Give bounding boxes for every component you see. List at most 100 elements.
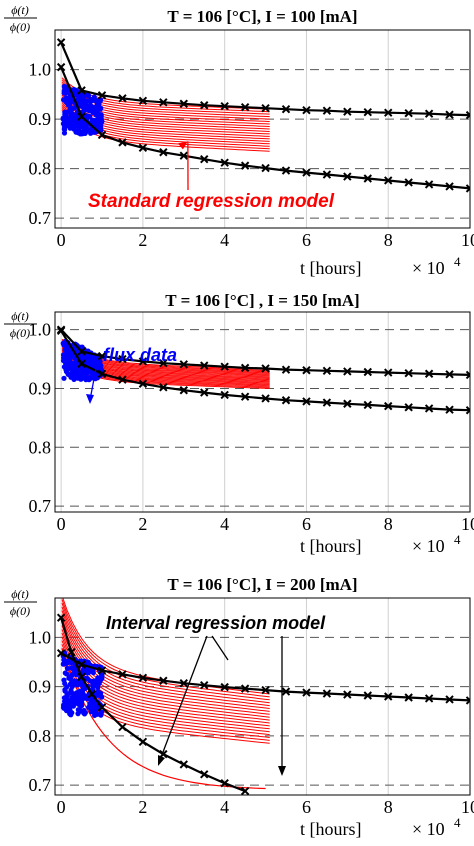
interval-marker-x [322,366,332,376]
interval-marker-x [179,386,189,395]
x-axis-multiplier: × 10 [412,819,445,839]
flux-data-point [90,670,96,676]
interval-marker-x [281,104,291,114]
interval-marker-x [220,102,229,111]
x-tick-label: 8 [384,230,393,250]
y-tick-label: 0.8 [29,159,52,179]
interval-marker-x [322,170,332,179]
interval-marker-x [363,107,372,117]
chart-panel-1: 0 2 4 6 8 10 0.7 0.8 0.9 1.0 T = 106 [°C], I = 100… [4,3,474,278]
y-tick-label: 0.7 [29,208,52,228]
flux-data-point [68,100,74,106]
annotation-arrow-lower [159,635,208,761]
flux-data-point [67,125,73,131]
interval-marker-x [465,406,470,415]
flux-data-point [95,684,101,691]
flux-data-point [79,689,86,695]
interval-marker-x [159,148,168,157]
flux-data-point [63,369,70,375]
flux-data-point [62,704,68,711]
annotation-arrow-upper-left [211,635,229,661]
interval-marker-x [220,682,229,692]
annotation-arrowhead-lower [158,755,165,766]
regression-curve [61,614,270,709]
flux-data-point [98,126,104,132]
flux-data-point [73,672,79,678]
y-tick-label: 0.7 [29,775,52,795]
flux-data-point [65,95,71,101]
flux-data-point [84,670,90,676]
interval-marker-x [56,648,66,658]
flux-data-point [67,711,73,717]
interval-marker-x [118,138,127,147]
interval-marker-x [220,390,229,400]
flux-data-point [82,709,88,716]
interval-marker-x [97,130,107,140]
annotation-interval-regression: Interval regression model [106,613,326,633]
y-tick-label: 0.9 [29,109,52,129]
annotation-standard-regression: Standard regression model [88,191,335,212]
flux-data-point [63,118,69,124]
flux-data-point [86,93,92,99]
x-tick-label: 4 [220,230,229,250]
regression-curve [61,617,270,712]
flux-data-point [62,687,68,693]
interval-marker-x [363,400,372,410]
interval-marker-x [220,158,229,167]
flux-data-point [64,691,70,698]
flux-data-point [62,670,68,676]
interval-marker-x [200,680,209,690]
interval-marker-x [200,770,209,779]
interval-marker-x [465,110,470,120]
interval-marker-x [200,101,209,110]
interval-marker-x [240,392,250,401]
interval-marker-x [97,703,107,712]
interval-marker-x [404,178,413,187]
x-tick-label: 8 [384,797,393,817]
y-tick-label: 0.9 [29,378,52,398]
interval-marker-x [179,151,189,160]
interval-marker-x [240,363,250,373]
flux-data-point [87,701,93,707]
interval-marker-x [404,368,413,378]
interval-marker-x [138,379,148,388]
flux-data-point [73,122,79,128]
flux-data-point [82,374,88,380]
interval-marker-x [363,691,372,700]
interval-marker-x [77,660,86,669]
interval-marker-x [77,359,86,368]
interval-marker-x [56,38,66,47]
x-tick-label: 0 [57,514,66,534]
flux-data-point [99,709,105,715]
interval-marker-x [118,670,127,679]
plot-frame [54,29,471,229]
flux-data-point [77,129,83,135]
interval-marker-x [97,91,107,100]
interval-marker-x [445,110,454,119]
flux-data-point [63,90,69,96]
interval-marker-x [445,695,454,704]
interval-marker-x [322,689,332,698]
interval-marker-x [404,108,413,118]
flux-data-point [68,351,74,357]
interval-marker-x [200,388,209,397]
flux-data-point [83,693,89,700]
flux-data-point [68,359,74,365]
interval-marker-x [200,154,209,164]
x-tick-label: 0 [57,797,66,817]
plot-frame [54,311,471,513]
interval-marker-x [179,678,189,688]
interval-marker-x [118,722,127,732]
interval-marker-x [343,367,352,376]
interval-marker-x [261,163,270,173]
x-tick-label: 10 [461,514,474,534]
interval-marker-x [281,396,291,405]
interval-marker-x [384,108,393,117]
flux-data-point [99,673,105,679]
interval-marker-x [384,401,393,411]
interval-marker-x [343,172,352,181]
flux-data-point [67,107,73,113]
y-tick-label: 1.0 [29,320,52,340]
interval-marker-x [77,86,86,95]
interval-marker-x [67,647,76,657]
